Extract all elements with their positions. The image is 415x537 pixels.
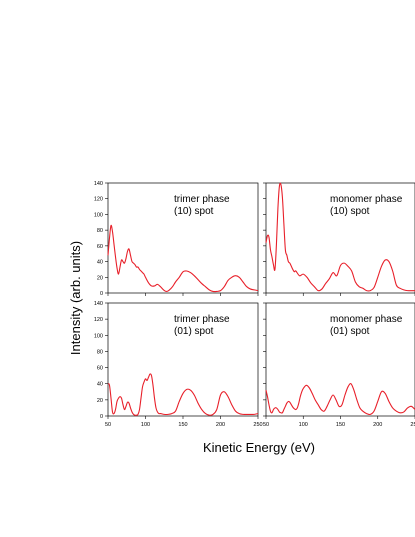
y-tick-label: 120 [94,197,103,203]
panel-label-phase: trimer phase [174,194,230,205]
y-tick-label: 60 [97,366,103,372]
y-tick-label: 40 [97,260,103,266]
x-tick-label: 200 [373,422,382,428]
x-tick-label: 50 [105,422,111,428]
series-line [107,224,259,293]
y-tick-label: 80 [97,349,103,355]
panel-label-spot: (01) spot [174,326,214,337]
y-tick-label: 100 [94,333,103,339]
chart-panel: 0 20 40 60 80 100 120 140 trimer phase(10) spot [94,181,259,297]
x-tick-label: 150 [336,422,345,428]
x-tick-label: 100 [299,422,308,428]
y-tick-label: 60 [97,244,103,250]
panel-label-phase: trimer phase [174,314,230,325]
y-tick-label: 20 [97,275,103,281]
y-axis-title: Intensity (arb. units) [68,241,83,355]
x-tick-label: 150 [178,422,187,428]
y-tick-label: 140 [94,181,103,187]
panel-label-phase: monomer phase [330,194,403,205]
x-tick-label: 200 [216,422,225,428]
series-line [265,182,415,292]
x-tick-label: 250 [253,422,262,428]
y-tick-label: 20 [97,398,103,404]
series-line [107,373,259,416]
y-tick-label: 40 [97,382,103,388]
x-axis-title: Kinetic Energy (eV) [203,440,315,455]
y-tick-label: 100 [94,212,103,218]
x-tick-label: 100 [141,422,150,428]
panel-label-spot: (10) spot [174,206,214,217]
panel-label-spot: (01) spot [330,326,370,337]
y-tick-label: 0 [100,414,103,420]
x-tick-label: 250 [410,422,415,428]
chart-panel: 0 20 40 60 80 100 120 140 50 100 150 200 250 trimer p… [94,301,263,428]
y-tick-label: 140 [94,301,103,307]
panel-label-spot: (10) spot [330,206,370,217]
y-tick-label: 120 [94,317,103,323]
x-tick-label: 50 [263,422,269,428]
y-tick-label: 80 [97,228,103,234]
series-line [265,383,415,416]
chart-panel: 50 100 150 200 250 monomer phase(01) spot [263,302,415,428]
y-tick-label: 0 [100,291,103,297]
chart-panel: monomer phase(10) spot [263,182,415,296]
panel-label-phase: monomer phase [330,314,403,325]
